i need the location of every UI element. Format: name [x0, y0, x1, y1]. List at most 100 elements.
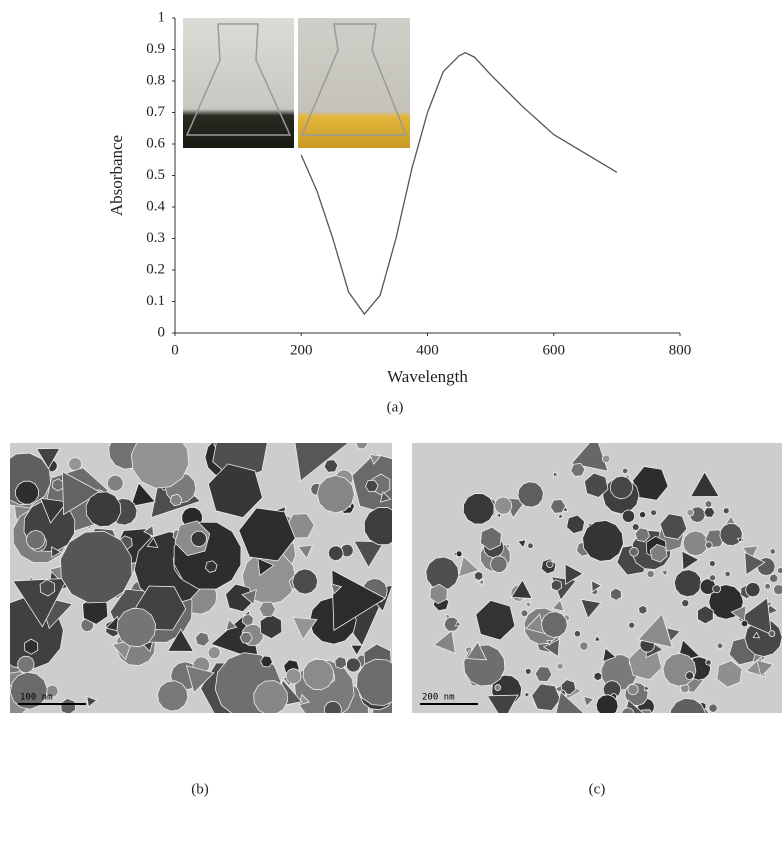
- particle: [777, 568, 782, 574]
- particle: [663, 653, 696, 686]
- particle: [16, 481, 39, 504]
- particle: [639, 605, 647, 614]
- particle: [557, 663, 563, 670]
- particle: [541, 612, 567, 638]
- particle: [717, 643, 723, 649]
- particle: [706, 660, 712, 666]
- y-tick-label: 0.3: [146, 230, 165, 246]
- y-tick-label: 0.1: [146, 293, 165, 309]
- particle: [705, 500, 712, 508]
- particle: [621, 725, 628, 731]
- particle: [86, 492, 121, 527]
- particle: [61, 531, 133, 603]
- particle: [709, 704, 717, 712]
- y-tick-label: 0.5: [146, 167, 165, 183]
- panel-label: (a): [387, 399, 404, 415]
- tem-image-c: 200 nm: [412, 436, 782, 744]
- particle: [521, 610, 528, 617]
- x-tick-label: 400: [416, 342, 439, 358]
- particle: [682, 599, 690, 607]
- particle: [364, 508, 401, 545]
- y-tick-label: 0.2: [146, 261, 165, 277]
- particle: [53, 479, 64, 491]
- particle: [596, 695, 618, 717]
- particle: [463, 494, 494, 525]
- particle: [18, 656, 34, 672]
- particle: [495, 497, 512, 514]
- particle: [640, 734, 646, 741]
- y-tick-label: 0: [158, 324, 166, 340]
- particle: [769, 631, 775, 637]
- particle: [26, 530, 45, 549]
- particle: [158, 681, 188, 711]
- particle: [576, 724, 596, 743]
- particle: [495, 685, 501, 691]
- particle: [706, 542, 713, 549]
- particle: [191, 531, 206, 546]
- particle: [491, 556, 508, 573]
- particle: [357, 659, 403, 705]
- particle: [602, 455, 610, 463]
- particle: [580, 642, 588, 650]
- particle: [622, 510, 634, 523]
- particle: [610, 476, 633, 499]
- particle: [547, 561, 554, 568]
- particle: [254, 681, 288, 715]
- x-axis-title: Wavelength: [387, 367, 468, 386]
- particle: [765, 584, 771, 590]
- particle: [131, 431, 188, 488]
- particle: [259, 602, 276, 616]
- particle: [630, 548, 639, 557]
- particle: [640, 512, 646, 518]
- x-tick-label: 200: [290, 342, 313, 358]
- panel-label: (b): [191, 781, 209, 797]
- particle: [240, 632, 252, 643]
- photo-dark-flask: [183, 18, 294, 148]
- particle: [713, 585, 721, 593]
- particle: [527, 543, 533, 549]
- particle: [346, 658, 360, 672]
- particle: [774, 585, 782, 595]
- particle: [622, 708, 635, 721]
- particle: [426, 557, 459, 590]
- tem-image-b: 100 nm: [0, 417, 412, 745]
- y-tick-label: 1: [158, 9, 166, 25]
- scale-bar-label: 100 nm: [20, 693, 53, 703]
- particle: [518, 482, 544, 508]
- particle: [709, 561, 715, 567]
- particle: [725, 571, 731, 576]
- particle: [687, 509, 694, 516]
- y-tick-label: 0.4: [146, 198, 165, 214]
- particle: [628, 684, 639, 695]
- particle: [670, 698, 706, 734]
- particle: [464, 645, 505, 686]
- particle: [710, 575, 716, 581]
- figure: (a) (b) (c) 100 nm 200 nm 0 200 400 600 800 0…: [0, 0, 782, 860]
- particle: [683, 531, 708, 556]
- particle: [746, 582, 761, 597]
- particle: [638, 713, 654, 729]
- particle: [622, 468, 628, 473]
- y-tick-label: 0.7: [146, 104, 165, 120]
- particle: [686, 672, 694, 680]
- page: {"chart_data": {"type": "line", "xlabel"…: [0, 0, 782, 860]
- particle: [525, 668, 531, 674]
- y-tick-label: 0.8: [146, 72, 165, 88]
- particle: [770, 549, 776, 555]
- x-tick-label: 600: [543, 342, 566, 358]
- particle: [107, 475, 123, 491]
- particle: [574, 631, 580, 637]
- particle: [673, 719, 679, 725]
- y-tick-label: 0.6: [146, 135, 165, 151]
- particle: [704, 508, 715, 517]
- particle: [474, 571, 483, 580]
- particle: [324, 701, 341, 718]
- x-tick-label: 800: [669, 342, 692, 358]
- particle: [303, 659, 334, 690]
- y-axis-title: Absorbance: [107, 135, 126, 216]
- particle: [594, 672, 602, 681]
- panel-label: (c): [589, 781, 606, 797]
- particle: [612, 714, 617, 719]
- scale-bar-label: 200 nm: [422, 693, 455, 703]
- particle: [675, 713, 683, 721]
